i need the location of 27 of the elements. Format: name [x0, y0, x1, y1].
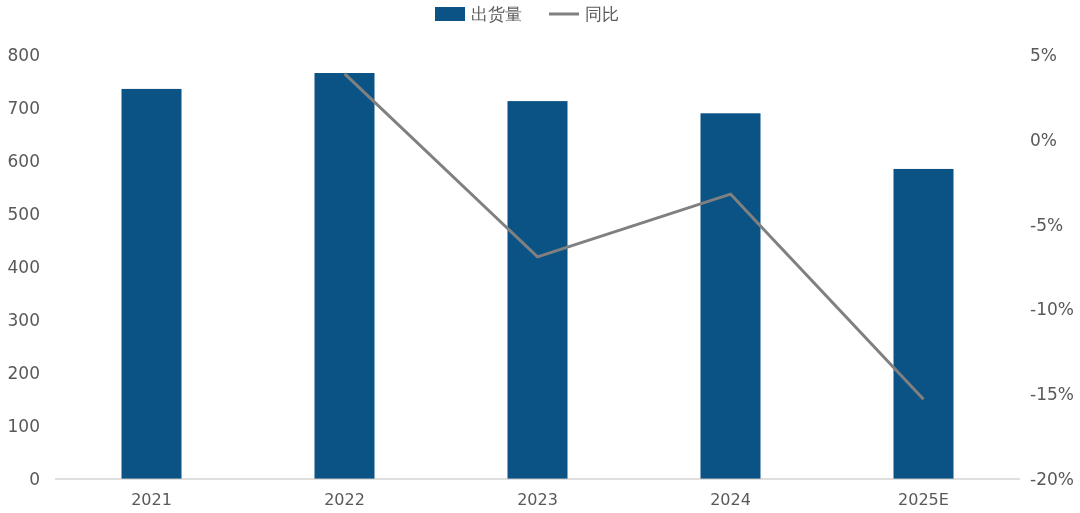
y2-tick-label: -15% — [1030, 384, 1074, 405]
y-tick-label: 600 — [7, 151, 40, 171]
bar — [893, 168, 954, 479]
y-tick-label: 100 — [7, 416, 40, 436]
bar — [314, 73, 375, 479]
y-tick-label: 800 — [7, 45, 40, 65]
y-tick-label: 200 — [7, 363, 40, 383]
x-tick-label: 2023 — [517, 490, 558, 509]
y2-tick-label: -5% — [1030, 214, 1064, 235]
bar — [121, 88, 182, 479]
y2-tick-label: 0% — [1030, 129, 1057, 150]
bar — [507, 101, 568, 479]
legend-label: 同比 — [585, 4, 619, 24]
y-tick-label: 400 — [7, 257, 40, 277]
x-tick-label: 2021 — [131, 490, 172, 509]
x-tick-label: 2025E — [898, 490, 949, 509]
x-tick-label: 2024 — [710, 490, 751, 509]
legend-label: 出货量 — [471, 4, 522, 24]
y-tick-label: 0 — [29, 469, 40, 489]
y-tick-label: 300 — [7, 310, 40, 330]
x-tick-label: 2022 — [324, 490, 365, 509]
y-tick-label: 700 — [7, 98, 40, 118]
y2-tick-label: -20% — [1030, 469, 1074, 489]
y-tick-label: 500 — [7, 204, 40, 224]
y2-tick-label: -10% — [1030, 299, 1074, 320]
y2-tick-label: 5% — [1030, 45, 1057, 65]
bar — [700, 113, 761, 479]
